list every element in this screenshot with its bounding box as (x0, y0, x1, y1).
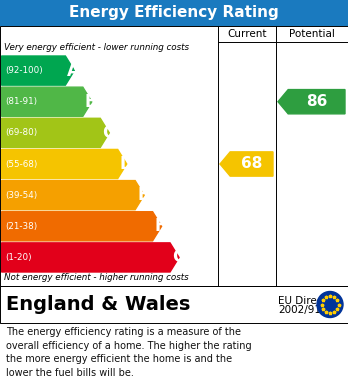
Text: (1-20): (1-20) (6, 253, 32, 262)
Text: The energy efficiency rating is a measure of the
overall efficiency of a home. T: The energy efficiency rating is a measur… (6, 327, 252, 378)
Polygon shape (1, 56, 74, 85)
Text: B: B (85, 93, 97, 111)
Polygon shape (1, 87, 92, 116)
Text: D: D (120, 155, 134, 173)
Text: Very energy efficient - lower running costs: Very energy efficient - lower running co… (4, 43, 189, 52)
Text: (21-38): (21-38) (6, 222, 38, 231)
Polygon shape (1, 243, 179, 272)
Text: C: C (102, 124, 114, 142)
Text: F: F (155, 217, 166, 235)
Polygon shape (1, 118, 109, 147)
Bar (0, 286, 348, 323)
Text: EU Directive: EU Directive (278, 296, 342, 305)
Text: (81-91): (81-91) (6, 97, 38, 106)
Text: A: A (68, 61, 80, 80)
Text: E: E (137, 186, 149, 204)
Polygon shape (1, 149, 127, 179)
Text: Not energy efficient - higher running costs: Not energy efficient - higher running co… (4, 273, 189, 282)
Text: 68: 68 (241, 156, 262, 172)
Text: Potential: Potential (289, 29, 335, 39)
Text: Energy Efficiency Rating: Energy Efficiency Rating (69, 5, 279, 20)
Circle shape (317, 292, 343, 317)
Bar (0, 26, 348, 286)
Polygon shape (1, 212, 161, 241)
Text: England & Wales: England & Wales (6, 295, 190, 314)
Text: G: G (172, 248, 186, 266)
Polygon shape (278, 90, 345, 114)
Text: (69-80): (69-80) (6, 128, 38, 137)
Text: 86: 86 (306, 94, 327, 109)
Bar (0, 0, 348, 26)
Polygon shape (1, 181, 144, 210)
Text: Current: Current (227, 29, 267, 39)
Text: (39-54): (39-54) (6, 191, 38, 200)
Text: (55-68): (55-68) (6, 160, 38, 169)
Text: 2002/91/EC: 2002/91/EC (278, 305, 338, 316)
Text: (92-100): (92-100) (6, 66, 43, 75)
Polygon shape (220, 152, 273, 176)
